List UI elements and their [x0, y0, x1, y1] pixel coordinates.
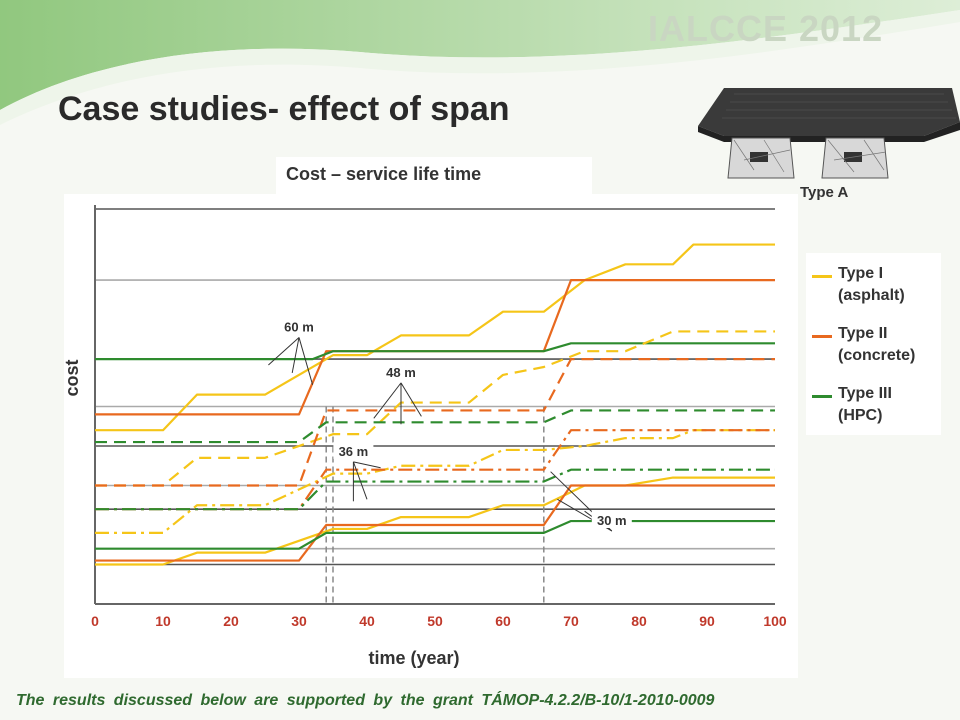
x-tick-label: 90: [699, 613, 715, 629]
chart-panel: 0 10 20 30 40 50 60 70 80 90 100 time (year) cost 60 …: [64, 194, 798, 678]
x-tick-label: 100: [763, 613, 787, 629]
span-pointer-line: [352, 461, 368, 500]
legend-label-type2: Type II (concrete): [838, 325, 916, 364]
series-line-type-ii-30m: [95, 484, 775, 562]
legend-swatch-type2: [812, 335, 832, 338]
span-label: 48 m: [386, 365, 416, 380]
conference-logo: IALCCE 2012: [648, 8, 884, 49]
grant-footer: The results discussed below are supporte…: [16, 692, 715, 709]
chart-title-box: Cost – service life time: [276, 157, 592, 195]
span-pointer-line: [298, 337, 314, 385]
span-label-bg: [333, 441, 374, 459]
span-label-bg: [591, 511, 632, 528]
x-tick-label: 0: [91, 613, 99, 629]
span-pointer-line: [400, 382, 422, 417]
legend-item-type2: Type II (concrete): [806, 317, 941, 373]
x-tick-label: 30: [291, 613, 307, 629]
legend-item-type1: Type I (asphalt): [806, 257, 941, 313]
x-axis-label: time (year): [368, 648, 459, 668]
legend-swatch-type3: [812, 395, 832, 398]
span-pointer-line: [373, 382, 402, 419]
bridge-cross-section-image: [698, 88, 960, 179]
series-line-type-i-60m: [95, 243, 775, 432]
span-label: 36 m: [339, 444, 369, 459]
legend-swatch-type1: [812, 275, 832, 278]
x-tick-label: 50: [427, 613, 443, 629]
span-label-bg: [279, 317, 319, 335]
x-tick-label: 80: [631, 613, 647, 629]
cost-chart: 0 10 20 30 40 50 60 70 80 90 100 time (year) cost 60 …: [64, 205, 787, 668]
slide-title: Case studies- effect of span: [58, 90, 510, 128]
series-line-type-i-36m: [95, 429, 775, 534]
series-line-type-iii-48m: [95, 409, 775, 444]
series-line-type-i-30m: [95, 476, 775, 566]
legend-label-type3: Type III (HPC): [838, 385, 892, 424]
chart-legend: Type I (asphalt) Type II (concrete) Type…: [806, 253, 941, 435]
x-tick-label: 10: [155, 613, 171, 629]
series-line-type-i-48m: [95, 330, 775, 487]
series-line-type-iii-36m: [95, 468, 775, 511]
span-label: 60 m: [284, 319, 314, 334]
series-line-type-iii-60m: [95, 342, 775, 361]
x-tick-label: 20: [223, 613, 239, 629]
x-tick-label: 70: [563, 613, 579, 629]
legend-label-type1: Type I (asphalt): [838, 265, 905, 304]
span-pointer-line: [353, 461, 381, 469]
span-pointer-line: [268, 337, 300, 366]
y-axis-label: cost: [64, 359, 82, 396]
chart-title: Cost – service life time: [286, 164, 482, 184]
x-tick-label: 60: [495, 613, 511, 629]
span-label-bg: [381, 362, 421, 380]
image-caption: Type A: [800, 184, 849, 201]
x-tick-label: 40: [359, 613, 375, 629]
legend-item-type3: Type III (HPC): [806, 377, 941, 433]
span-label: 30 m: [597, 513, 627, 528]
span-pointer-line: [291, 337, 300, 374]
series-line-type-ii-48m: [95, 358, 775, 487]
header-wave-decoration: [0, 0, 960, 125]
